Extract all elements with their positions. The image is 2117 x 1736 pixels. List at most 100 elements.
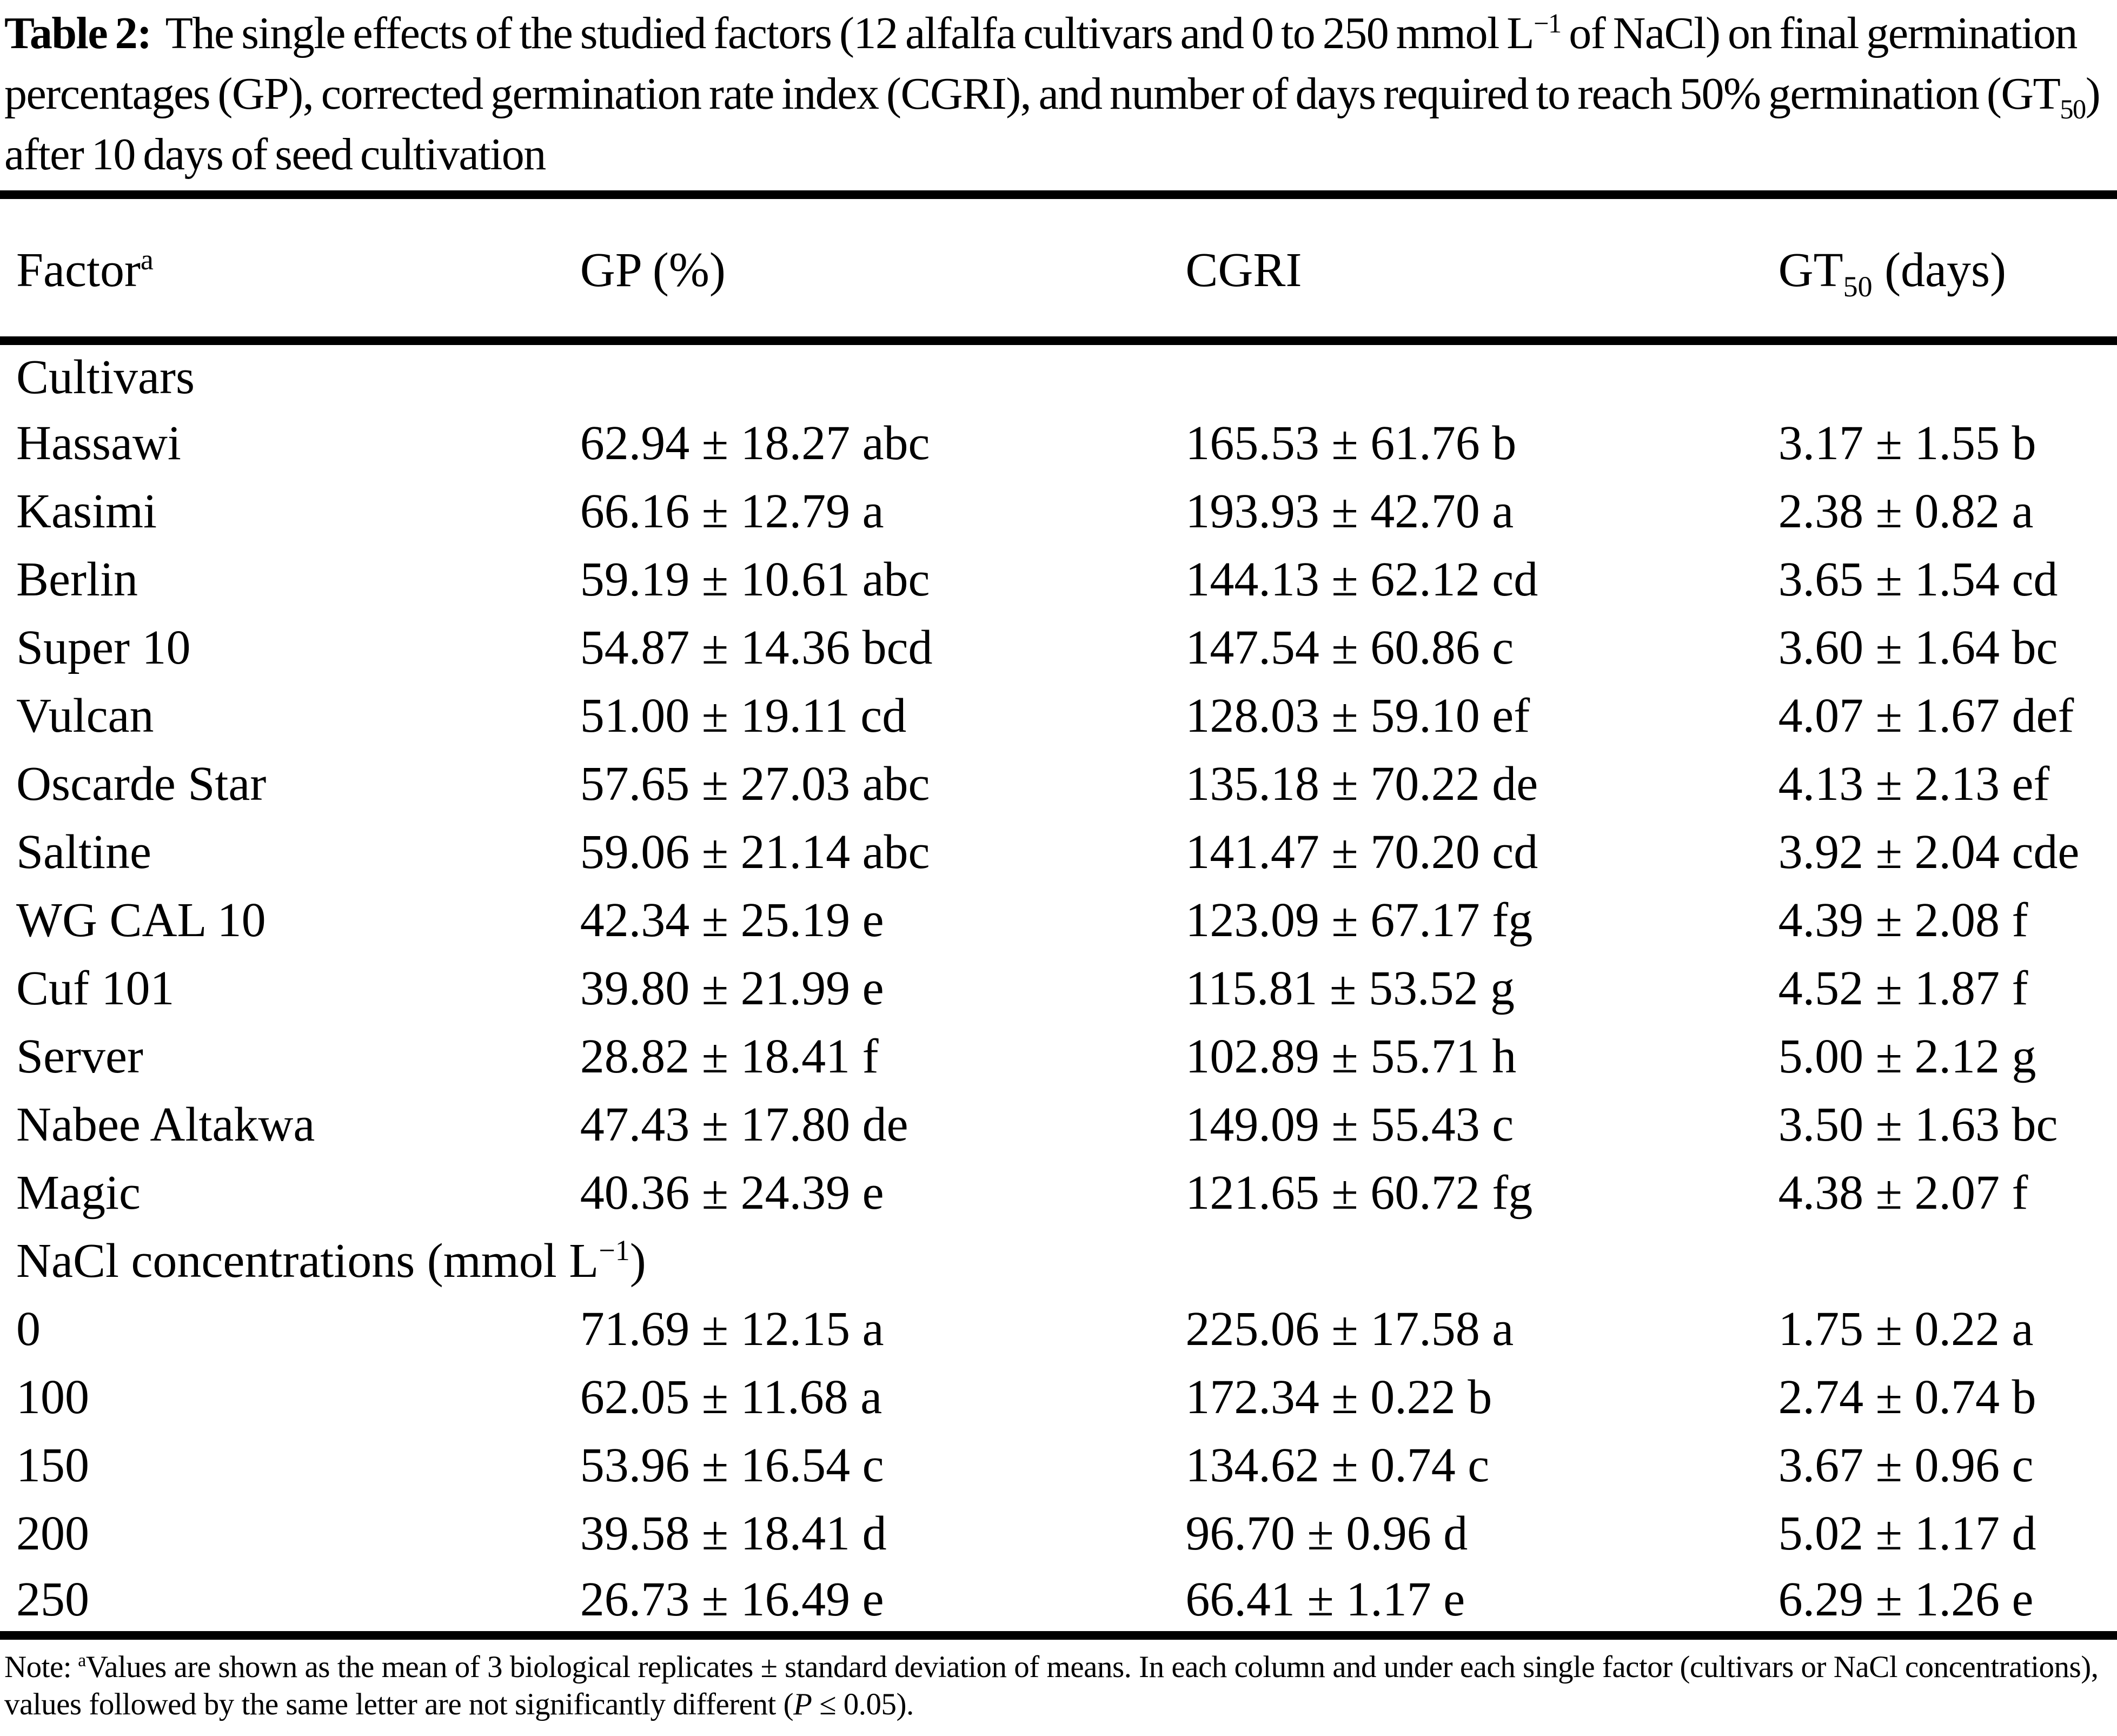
table-body: Cultivars Hassawi 62.94 ± 18.27 abc 165.53 … [0, 341, 2117, 1635]
gt50-value: 5.00 ± 2.12 g [1778, 1029, 2036, 1083]
table-row: Super 10 54.87 ± 14.36 bcd 147.54 ± 60.86 … [0, 613, 2117, 681]
caption-label: Table 2: [4, 8, 152, 58]
gt50-header-units: (days) [1872, 243, 2006, 297]
factor-cell: Kasimi [16, 484, 157, 538]
table-row: 250 26.73 ± 16.49 e 66.41 ± 1.17 e 6.29 ± 1… [0, 1567, 2117, 1635]
cgri-value: 193.93 ± 42.70 a [1185, 484, 1514, 538]
gp-value: 51.00 ± 19.11 cd [580, 688, 907, 743]
cgri-value: 96.70 ± 0.96 d [1185, 1506, 1468, 1560]
table-row: Server 28.82 ± 18.41 f 102.89 ± 55.71 h 5.0… [0, 1022, 2117, 1090]
table-row: Oscarde Star 57.65 ± 27.03 abc 135.18 ± 70… [0, 750, 2117, 818]
gp-value: 40.36 ± 24.39 e [580, 1165, 884, 1220]
section-label: NaCl concentrations (mmol L−1) [16, 1234, 646, 1288]
col-header-factor: Factora [0, 195, 580, 345]
col-header-gp: GP (%) [580, 195, 1186, 345]
gt50-header-subscript: 50 [1843, 270, 1873, 303]
gp-value: 59.06 ± 21.14 abc [580, 825, 930, 879]
cgri-value: 128.03 ± 59.10 ef [1185, 688, 1530, 743]
gt50-value: 5.02 ± 1.17 d [1778, 1506, 2036, 1560]
gp-value: 54.87 ± 14.36 bcd [580, 620, 933, 674]
cgri-value: 115.81 ± 53.52 g [1185, 961, 1515, 1015]
gt50-value: 2.74 ± 0.74 b [1778, 1370, 2036, 1424]
factor-cell: 0 [16, 1302, 41, 1356]
col-header-gt50: GT50 (days) [1778, 195, 2117, 345]
table-row: Vulcan 51.00 ± 19.11 cd 128.03 ± 59.10 ef 4… [0, 681, 2117, 750]
factor-cell: 100 [16, 1370, 89, 1424]
table-row: Kasimi 66.16 ± 12.79 a 193.93 ± 42.70 a 2.3… [0, 477, 2117, 545]
table-row: WG CAL 10 42.34 ± 25.19 e 123.09 ± 67.17 f… [0, 886, 2117, 954]
col-header-cgri: CGRI [1185, 195, 1778, 345]
gp-value: 26.73 ± 16.49 e [580, 1572, 884, 1626]
factor-cell: Cuf 101 [16, 961, 175, 1015]
footnote-marker: a [78, 1651, 86, 1671]
gt50-value: 3.92 ± 2.04 cde [1778, 825, 2080, 879]
header-row: Factora GP (%) CGRI GT50 (days) [0, 195, 2117, 345]
table-row: Nabee Altakwa 47.43 ± 17.80 de 149.09 ± 55… [0, 1090, 2117, 1158]
cgri-value: 165.53 ± 61.76 b [1185, 416, 1517, 470]
cgri-value: 121.65 ± 60.72 fg [1185, 1165, 1533, 1220]
gt50-value: 3.67 ± 0.96 c [1778, 1438, 2034, 1492]
cgri-value: 135.18 ± 70.22 de [1185, 757, 1538, 811]
gp-value: 47.43 ± 17.80 de [580, 1097, 908, 1151]
section-label: Cultivars [16, 350, 195, 404]
factor-cell: 150 [16, 1438, 89, 1492]
factor-cell: Super 10 [16, 620, 191, 674]
cgri-value: 149.09 ± 55.43 c [1185, 1097, 1514, 1151]
gt50-value: 4.13 ± 2.13 ef [1778, 757, 2050, 811]
gt50-value: 2.38 ± 0.82 a [1778, 484, 2034, 538]
factor-cell: WG CAL 10 [16, 893, 266, 947]
cgri-value: 225.06 ± 17.58 a [1185, 1302, 1514, 1356]
section-label-superscript: −1 [599, 1234, 630, 1267]
factor-cell: Oscarde Star [16, 757, 267, 811]
cgri-value: 134.62 ± 0.74 c [1185, 1438, 1490, 1492]
caption-subscript: 50 [2060, 94, 2086, 124]
footnote-p-symbol: P [793, 1687, 812, 1721]
gt50-header-text: GT [1778, 243, 1843, 297]
gp-value: 59.19 ± 10.61 abc [580, 552, 930, 606]
footnote: Note: aValues are shown as the mean of 3 … [0, 1640, 2117, 1723]
factor-cell: 250 [16, 1572, 89, 1626]
cgri-value: 66.41 ± 1.17 e [1185, 1572, 1465, 1626]
factor-cell: Berlin [16, 552, 138, 606]
footnote-text-end: ≤ 0.05). [812, 1687, 914, 1721]
table-row: 100 62.05 ± 11.68 a 172.34 ± 0.22 b 2.74 ± … [0, 1363, 2117, 1431]
cgri-value: 144.13 ± 62.12 cd [1185, 552, 1538, 606]
table-row: Berlin 59.19 ± 10.61 abc 144.13 ± 62.12 cd… [0, 545, 2117, 613]
cgri-value: 141.47 ± 70.20 cd [1185, 825, 1538, 879]
table-row: Saltine 59.06 ± 21.14 abc 141.47 ± 70.20 c… [0, 818, 2117, 886]
table-row: 200 39.58 ± 18.41 d 96.70 ± 0.96 d 5.02 ± 1… [0, 1499, 2117, 1567]
table-row: Magic 40.36 ± 24.39 e 121.65 ± 60.72 fg 4.3… [0, 1158, 2117, 1227]
gt50-value: 3.65 ± 1.54 cd [1778, 552, 2058, 606]
cgri-value: 172.34 ± 0.22 b [1185, 1370, 1492, 1424]
table-caption: Table 2: The single effects of the studie… [0, 2, 2117, 185]
gp-value: 71.69 ± 12.15 a [580, 1302, 884, 1356]
table-row: Cuf 101 39.80 ± 21.99 e 115.81 ± 53.52 g 4.… [0, 954, 2117, 1022]
factor-footnote-marker: a [140, 243, 154, 276]
gp-value: 53.96 ± 16.54 c [580, 1438, 884, 1492]
caption-text-2: of NaCl) on final germination percentage… [4, 8, 2078, 119]
factor-cell: Magic [16, 1165, 141, 1220]
caption-text-1: The single effects of the studied factor… [165, 8, 1535, 58]
gt50-value: 1.75 ± 0.22 a [1778, 1302, 2034, 1356]
gt50-value: 4.39 ± 2.08 f [1778, 893, 2028, 947]
gt50-value: 4.07 ± 1.67 def [1778, 688, 2074, 743]
results-table: Factora GP (%) CGRI GT50 (days) Cultivar… [0, 190, 2117, 1640]
factor-cell: Vulcan [16, 688, 154, 743]
table-row: 0 71.69 ± 12.15 a 225.06 ± 17.58 a 1.75 ± 0… [0, 1295, 2117, 1363]
gp-value: 39.58 ± 18.41 d [580, 1506, 887, 1560]
gp-value: 42.34 ± 25.19 e [580, 893, 884, 947]
factor-cell: Server [16, 1029, 143, 1083]
gp-value: 39.80 ± 21.99 e [580, 961, 884, 1015]
factor-cell: Saltine [16, 825, 151, 879]
section-row: NaCl concentrations (mmol L−1) [0, 1227, 2117, 1295]
factor-cell: Nabee Altakwa [16, 1097, 315, 1151]
gt50-value: 6.29 ± 1.26 e [1778, 1572, 2034, 1626]
gt50-value: 3.50 ± 1.63 bc [1778, 1097, 2058, 1151]
factor-cell: 200 [16, 1506, 89, 1560]
gp-value: 28.82 ± 18.41 f [580, 1029, 879, 1083]
cgri-value: 123.09 ± 67.17 fg [1185, 893, 1533, 947]
gp-value: 62.05 ± 11.68 a [580, 1370, 882, 1424]
factor-cell: Hassawi [16, 416, 181, 470]
gp-value: 57.65 ± 27.03 abc [580, 757, 930, 811]
